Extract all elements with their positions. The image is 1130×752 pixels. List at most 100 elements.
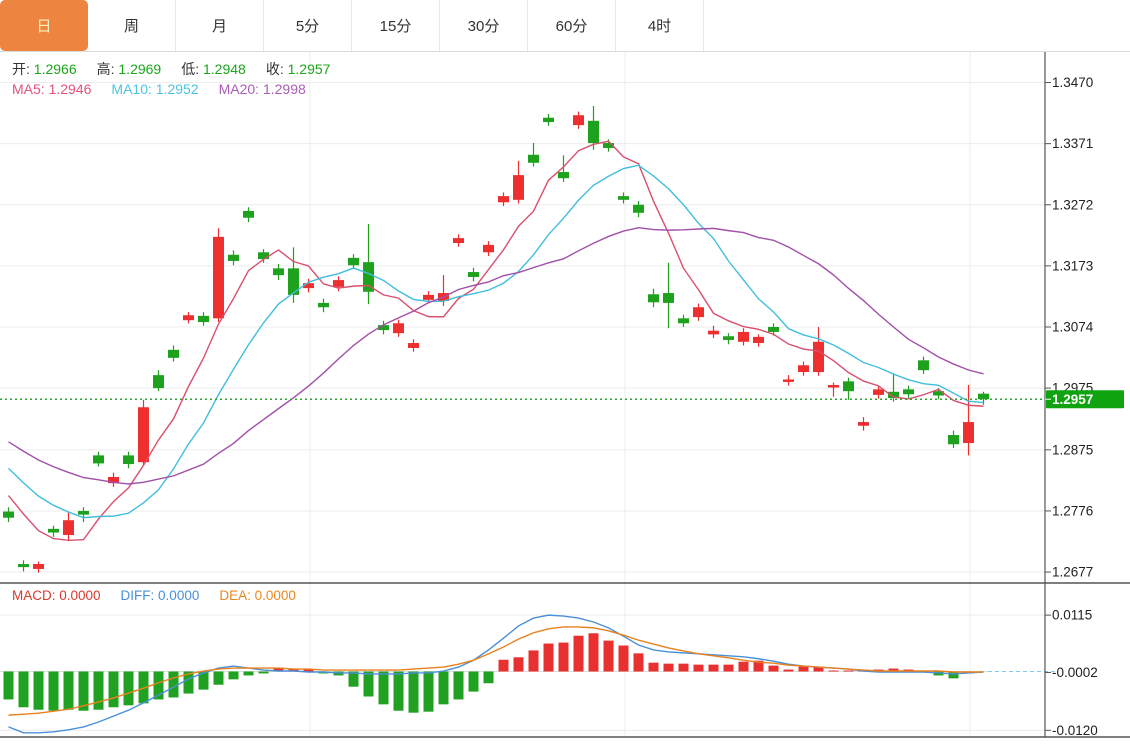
macd-bar [258, 671, 269, 674]
price-axis-label: 1.3074 [1052, 319, 1094, 334]
candle-body [933, 391, 944, 396]
tab-period-2[interactable]: 周 [88, 0, 176, 51]
macd-bar [468, 671, 479, 692]
candle-body [663, 293, 674, 303]
macd-bar [393, 671, 404, 711]
tab-period-3[interactable]: 月 [176, 0, 264, 51]
tab-period-1[interactable]: 日 [0, 0, 88, 51]
candle-body [213, 236, 224, 319]
price-axis-label: 1.3173 [1052, 258, 1093, 273]
candle-body [18, 564, 29, 568]
macd-bar [573, 635, 584, 672]
macd-axis-label: -0.0120 [1052, 723, 1098, 738]
candle-body [813, 341, 824, 373]
candle-body [273, 268, 284, 276]
candle-body [753, 336, 764, 344]
current-price-badge [1046, 390, 1124, 409]
ma20-line [8, 227, 984, 485]
candle-body [168, 349, 179, 358]
candle-body [288, 268, 299, 295]
candle-body [3, 511, 14, 518]
candle-body [843, 381, 854, 392]
macd-bar [558, 642, 569, 672]
macd-bar [648, 662, 659, 672]
price-axis-label: 1.3371 [1052, 136, 1093, 151]
macd-bar [48, 671, 59, 711]
price-axis-label: 1.3272 [1052, 197, 1093, 212]
period-tabbar: 日周月 5分 15分 30分 60分 4时 [0, 0, 1130, 52]
ma-row-item: MA10: 1.2952 [111, 81, 199, 97]
ma-row-item: MA20: 1.2998 [218, 81, 306, 97]
macd-bar [483, 671, 494, 684]
macd-bar [153, 671, 164, 700]
price-axis-label: 1.2875 [1052, 442, 1093, 457]
tab-period-4[interactable]: 5分 [264, 0, 352, 51]
macd-bar [798, 666, 809, 672]
macd-bar [63, 671, 74, 710]
candle-body [678, 318, 689, 324]
macd-bar [723, 664, 734, 672]
candle-body [723, 336, 734, 340]
candle-body [918, 360, 929, 371]
candle-body [153, 375, 164, 389]
candle-body [303, 283, 314, 289]
ohlc-row-item: 高: 1.2969 [96, 61, 162, 77]
macd-bar [453, 671, 464, 700]
dea-line [8, 626, 984, 716]
candle-body [978, 393, 989, 400]
macd-bar [93, 671, 104, 710]
candle-body [888, 391, 899, 398]
ma10-line [8, 164, 984, 519]
macd-bar [498, 659, 509, 672]
tab-period-5[interactable]: 15分 [352, 0, 440, 51]
current-price-label: 1.2957 [1052, 392, 1093, 407]
macd-bar [78, 671, 89, 711]
macd-bar [108, 671, 119, 708]
macd-bar [243, 671, 254, 676]
price-axis-label: 1.2677 [1052, 565, 1093, 580]
macd-bar [543, 643, 554, 672]
macd-bar [813, 666, 824, 672]
ohlc-row-item: 开: 1.2966 [12, 61, 77, 77]
candle-body [498, 196, 509, 203]
ma-legend: MA5: 1.2946 MA10: 1.2952 MA20: 1.2998 [12, 81, 306, 97]
candle-body [858, 422, 869, 426]
candle-body [198, 315, 209, 323]
macd-bar [783, 669, 794, 672]
candle-body [708, 330, 719, 335]
macd-axis-label: 0.0115 [1052, 608, 1092, 623]
macd-bar [588, 633, 599, 672]
candle-body [528, 154, 539, 163]
candle-body [693, 307, 704, 318]
candle-body [738, 331, 749, 342]
candle-body [123, 455, 134, 465]
candle-body [318, 302, 329, 308]
candle-body [348, 257, 359, 266]
candle-body [603, 143, 614, 148]
tab-period-6[interactable]: 30分 [440, 0, 528, 51]
candle-body [648, 294, 659, 303]
candle-body [378, 325, 389, 331]
tab-period-7[interactable]: 60分 [528, 0, 616, 51]
candle-body [78, 510, 89, 515]
macd-bar [513, 657, 524, 672]
macd-bar [438, 671, 449, 705]
macd-bar [3, 671, 14, 700]
macd-row-item: DIFF: 0.0000 [120, 588, 200, 603]
macd-bar [663, 663, 674, 672]
candle-body [408, 343, 419, 348]
candle-body [948, 435, 959, 445]
macd-bar [273, 667, 284, 672]
candle-body [228, 254, 239, 261]
candle-body [543, 117, 554, 123]
macd-bar [303, 669, 314, 672]
candle-body [93, 455, 104, 464]
macd-bar [213, 671, 224, 685]
candle-body [768, 326, 779, 332]
tab-period-8[interactable]: 4时 [616, 0, 704, 51]
macd-bar [738, 661, 749, 672]
price-axis-label: 1.3470 [1052, 75, 1093, 90]
macd-bar [753, 660, 764, 672]
